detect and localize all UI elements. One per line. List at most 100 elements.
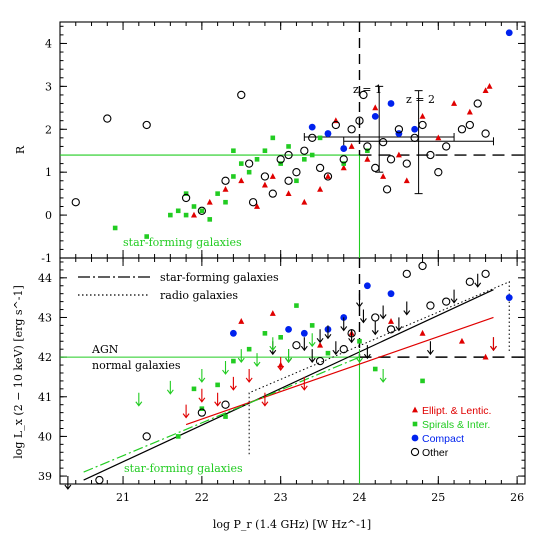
top-point <box>286 144 291 149</box>
bottom-ytick-label: 39 <box>38 470 52 483</box>
bottom-point <box>490 337 497 352</box>
top-ytick-label: 4 <box>45 37 52 50</box>
bottom-point <box>182 404 190 419</box>
top-point <box>481 129 490 138</box>
bottom-point <box>246 346 252 352</box>
top-point <box>380 173 387 179</box>
bottom-point <box>356 293 363 308</box>
bottom-point <box>308 349 316 364</box>
bottom-point <box>442 297 451 306</box>
top-point <box>372 104 379 111</box>
bottom-ylabel: log L_x (2 − 10 keV) [erg s^-1] <box>12 285 25 459</box>
top-point <box>315 163 325 173</box>
bottom-point <box>356 349 363 364</box>
top-point <box>254 203 261 209</box>
top-ytick-label: 3 <box>45 80 52 93</box>
top-point <box>300 146 309 155</box>
bottom-point <box>261 392 269 407</box>
bottom-point <box>482 353 489 360</box>
bottom-point <box>300 337 308 352</box>
bottom-point <box>379 305 387 320</box>
top-point <box>223 199 228 205</box>
bottom-point <box>386 325 396 334</box>
legend-sf-label: star-forming galaxies <box>160 271 279 284</box>
top-point <box>411 125 419 133</box>
top-point <box>142 120 151 130</box>
legend-marker-ellipt: Ellipt. & Lentic. <box>422 405 491 417</box>
top-point <box>191 204 197 209</box>
bottom-point <box>505 294 513 302</box>
bottom-xtick-label: 25 <box>431 491 445 504</box>
bottom-point <box>278 334 283 340</box>
top-point <box>190 211 197 218</box>
top-point <box>339 155 348 164</box>
bottom-point <box>300 329 308 337</box>
top-point <box>262 148 268 154</box>
bottom-point <box>285 349 292 364</box>
top-panel: -1 0 1 2 3 4 <box>41 22 525 265</box>
top-point <box>395 130 403 137</box>
top-point <box>382 185 392 194</box>
top-point <box>317 135 323 141</box>
top-point <box>403 177 410 184</box>
top-point <box>168 212 173 218</box>
bottom-ytick-label: 43 <box>38 311 52 324</box>
top-point <box>410 133 419 143</box>
top-point <box>269 173 276 179</box>
top-point <box>254 157 260 162</box>
legend-swatch <box>411 434 419 442</box>
top-point <box>347 125 356 134</box>
bottom-point <box>308 333 316 348</box>
bottom-point <box>253 353 261 368</box>
bottom-point <box>324 325 332 340</box>
legend-radio-label: radio galaxies <box>160 289 238 302</box>
bottom-point <box>420 378 425 384</box>
bottom-point <box>309 323 315 328</box>
top-point <box>340 145 348 152</box>
top-point <box>260 172 270 181</box>
bottom-point <box>215 382 220 388</box>
top-point <box>144 234 149 239</box>
bottom-point <box>395 317 403 332</box>
bottom-point <box>198 388 206 403</box>
bottom-point <box>223 414 228 419</box>
top-point <box>482 87 489 94</box>
top-point <box>284 150 293 160</box>
top-point <box>222 185 229 192</box>
top-point <box>292 168 301 177</box>
bottom-point <box>426 301 435 310</box>
bottom-point <box>294 303 299 308</box>
top-point <box>276 155 285 164</box>
bottom-point <box>363 345 371 360</box>
top-point <box>206 198 213 205</box>
top-point <box>378 137 388 147</box>
bottom-point <box>285 325 292 333</box>
bottom-point <box>142 432 151 441</box>
top-point <box>308 123 316 131</box>
fit-line <box>83 356 360 473</box>
top-point <box>231 174 236 179</box>
top-point <box>246 169 252 175</box>
bottom-point <box>95 475 104 485</box>
bottom-point <box>325 350 331 356</box>
annotation-top-sf: star-forming galaxies <box>123 236 242 249</box>
bottom-xtick-label: 23 <box>274 491 288 504</box>
top-ylabel: R <box>14 145 27 154</box>
bottom-point <box>221 400 230 409</box>
top-point <box>183 212 189 218</box>
top-point <box>238 177 245 184</box>
legend-swatch <box>412 421 418 427</box>
top-point <box>394 125 404 134</box>
top-point <box>261 181 268 188</box>
top-point <box>71 198 80 207</box>
top-point <box>285 190 292 197</box>
top-point <box>442 142 451 151</box>
top-point <box>270 135 276 141</box>
bottom-point <box>238 318 245 324</box>
top-point <box>301 198 308 205</box>
bottom-point <box>198 368 206 383</box>
bottom-point <box>332 341 340 356</box>
top-point <box>435 134 442 141</box>
bottom-point <box>340 317 348 332</box>
legend-swatch <box>412 406 418 413</box>
